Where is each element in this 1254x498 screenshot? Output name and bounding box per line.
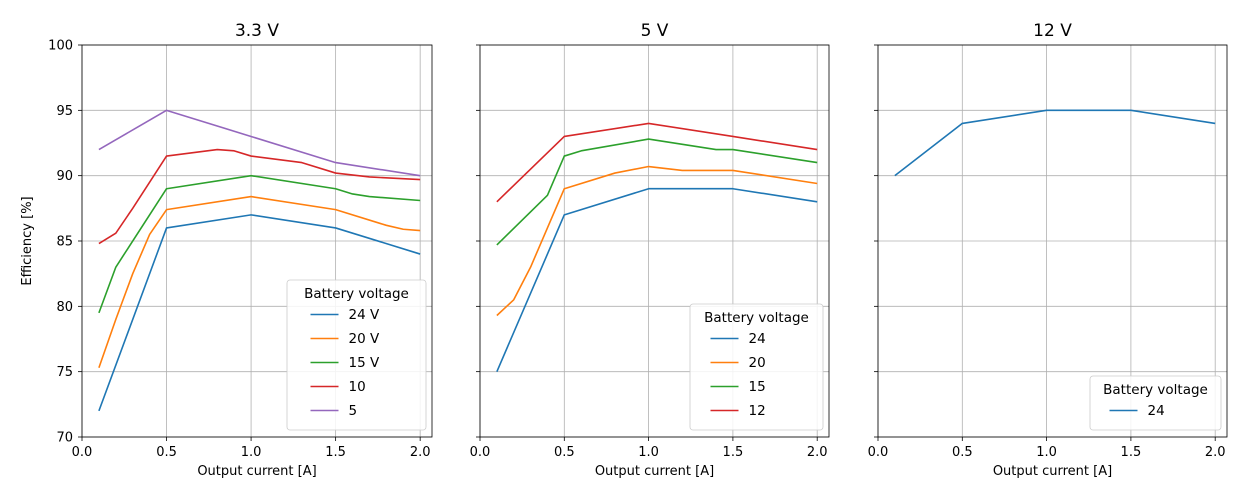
chart-panels: 0.0 0.5 1.0 1.5 2.0 70 75 80 85 90 95 100 3.3 V Outpu… [20, 21, 1228, 479]
x-tick-label: 1.0 [1036, 445, 1057, 460]
legend-entry: 12 [749, 403, 766, 419]
series-line-20-v [98, 195, 421, 369]
x-tick-label: 2.0 [1205, 445, 1226, 460]
legend: Battery voltage 24 [1089, 375, 1222, 431]
series-line-10 [98, 148, 421, 245]
y-tick-label: 70 [56, 431, 73, 446]
legend-title: Battery voltage [1103, 382, 1208, 398]
y-axis-label: Efficiency [%] [20, 196, 35, 285]
x-tick-label: 2.0 [410, 445, 431, 460]
series-line-20 [496, 165, 818, 317]
legend-frame [1089, 375, 1222, 431]
legend-frame [689, 303, 824, 431]
legend-title: Battery voltage [704, 310, 809, 326]
x-tick-label: 0.5 [952, 445, 973, 460]
chart-panel-1: 0.0 0.5 1.0 1.5 2.0 70 75 80 85 90 95 100 3.3 V Outpu… [20, 21, 433, 479]
x-axis-label: Output current [A] [595, 464, 714, 479]
x-tick-label: 1.0 [241, 445, 262, 460]
series-line-24-v [98, 214, 421, 412]
x-tick-label: 0.0 [72, 445, 93, 460]
series-line-12 [496, 122, 818, 203]
legend-title: Battery voltage [304, 286, 409, 302]
chart-title: 3.3 V [235, 21, 279, 41]
x-tick-label: 0.0 [470, 445, 491, 460]
y-tick-label: 95 [56, 104, 73, 119]
chart-panel-2: 0.0 0.5 1.0 1.5 2.0 5 V Output current [A] Batt… [470, 21, 830, 479]
legend-entry: 20 [749, 355, 766, 371]
y-tick-label: 75 [56, 365, 73, 380]
legend-entry: 24 V [349, 307, 380, 323]
chart-title: 12 V [1033, 21, 1072, 41]
legend-entry: 15 [749, 379, 766, 395]
series-line-24 [894, 109, 1216, 177]
x-tick-label: 0.0 [868, 445, 889, 460]
legend-entry: 15 V [349, 355, 380, 371]
y-tick-label: 80 [56, 300, 73, 315]
legend: Battery voltage 24 V 20 V 15 V 10 5 [286, 279, 427, 431]
x-tick-label: 0.5 [156, 445, 177, 460]
x-tick-label: 1.0 [638, 445, 659, 460]
x-tick-label: 2.0 [807, 445, 828, 460]
series-line-5 [98, 109, 421, 177]
legend-entry: 24 [749, 331, 766, 347]
plot-frame [479, 44, 830, 438]
y-tick-label: 85 [56, 235, 73, 250]
y-tick-label: 100 [48, 39, 73, 54]
series-line-15 [496, 138, 818, 246]
x-tick-label: 1.5 [723, 445, 744, 460]
x-axis-label: Output current [A] [197, 464, 316, 479]
legend-entry: 24 [1148, 403, 1165, 419]
x-axis-label: Output current [A] [993, 464, 1112, 479]
chart-title: 5 V [641, 21, 669, 41]
plot-frame [877, 44, 1228, 438]
legend-entry: 10 [349, 379, 366, 395]
x-tick-label: 1.5 [1121, 445, 1142, 460]
x-tick-label: 1.5 [325, 445, 346, 460]
x-tick-label: 0.5 [554, 445, 575, 460]
y-tick-label: 90 [56, 169, 73, 184]
legend-frame [286, 279, 427, 431]
legend-entry: 5 [349, 403, 358, 419]
series-line-24 [496, 187, 818, 372]
plot-frame [81, 44, 433, 438]
legend-entry: 20 V [349, 331, 380, 347]
chart-panel-3: 0.0 0.5 1.0 1.5 2.0 12 V Output current [A] Bat… [868, 21, 1228, 479]
legend: Battery voltage 24 20 15 12 [689, 303, 824, 431]
series-line-15-v [98, 174, 421, 314]
